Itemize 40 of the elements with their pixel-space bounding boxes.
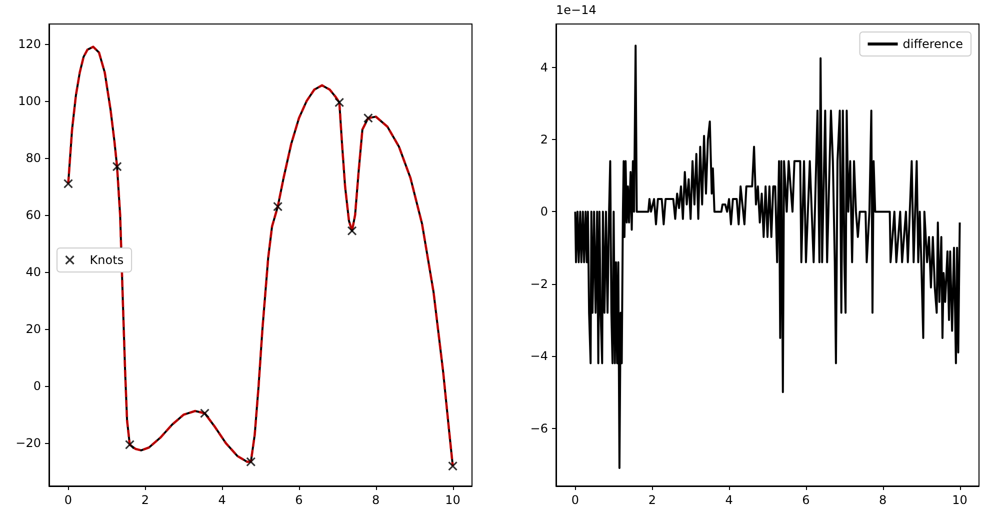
y-tick-label: 120 (18, 36, 41, 51)
point (273, 202, 283, 212)
legend-label: Knots (90, 253, 124, 267)
y-tick-label: 100 (18, 94, 41, 108)
point (246, 456, 256, 467)
text: 1e−14 (556, 3, 596, 17)
line-series (67, 46, 454, 468)
point (200, 408, 210, 418)
point (448, 461, 458, 471)
x-tick-label: 0 (64, 493, 72, 507)
y-tick-label: 40 (26, 265, 41, 280)
y-tick-label: 0 (33, 379, 41, 394)
point (334, 98, 344, 108)
y-tick-label: 80 (26, 151, 41, 166)
x-tick-label: 4 (725, 493, 733, 507)
y-tick-label: 2 (540, 132, 548, 146)
x-tick-label: 8 (879, 493, 887, 507)
y-tick-label: 60 (26, 208, 41, 222)
y-tick-label: 20 (26, 322, 41, 336)
y-tick-label: −6 (530, 421, 548, 436)
y-tick-label: −4 (530, 349, 548, 364)
x-tick-label: 2 (141, 493, 149, 507)
x-tick-label: 6 (295, 493, 303, 507)
point (347, 226, 357, 236)
x-tick-label: 0 (571, 493, 580, 507)
y-tick-label: −2 (530, 276, 548, 291)
x-tick-label: 4 (218, 493, 226, 507)
point (363, 113, 373, 123)
x-tick-label: 2 (648, 493, 656, 507)
point (124, 440, 135, 450)
y-tick-label: −20 (16, 436, 41, 450)
x-tick-label: 10 (952, 493, 968, 507)
point (63, 178, 74, 189)
y-tick-label: 4 (540, 60, 548, 74)
point (112, 162, 122, 172)
y-tick-label: 0 (540, 204, 548, 219)
legend-label: difference (902, 37, 964, 51)
x-tick-label: 6 (802, 493, 810, 507)
x-tick-label: 8 (372, 493, 380, 507)
x-tick-label: 10 (445, 493, 460, 507)
